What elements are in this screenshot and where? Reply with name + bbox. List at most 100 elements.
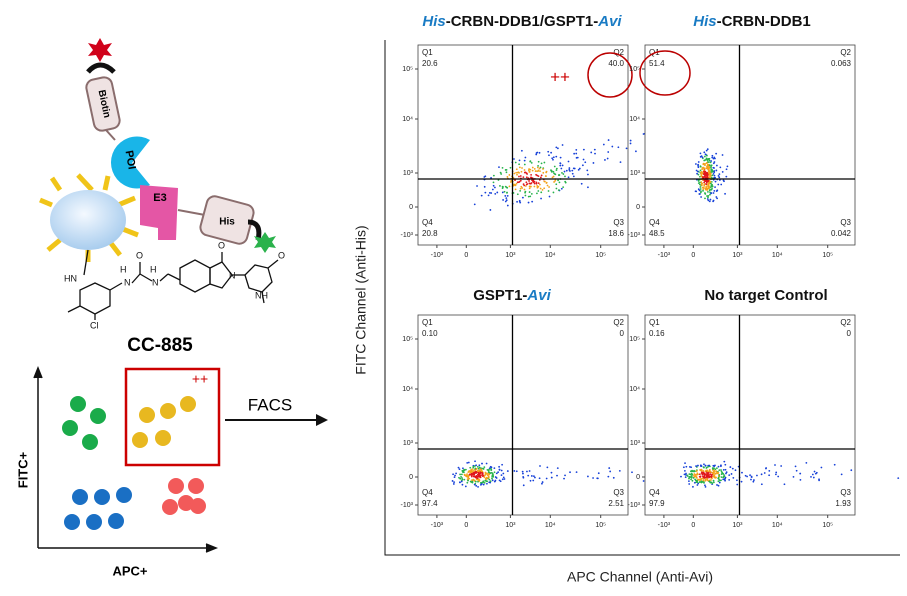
- event-dot: [482, 467, 485, 470]
- event-dot: [466, 461, 469, 464]
- event-dot: [469, 470, 472, 473]
- quadrant-value: 48.5: [649, 229, 665, 238]
- event-dot: [552, 158, 554, 161]
- biotin-box: [85, 76, 121, 132]
- event-dot: [709, 193, 711, 196]
- event-dot: [705, 181, 708, 184]
- event-dot: [506, 191, 508, 194]
- event-dot: [528, 180, 530, 182]
- event-dot: [731, 467, 734, 470]
- plot-title: His-CRBN-DDB1/GSPT1-Avi: [422, 13, 622, 30]
- cell-dots: [62, 396, 206, 530]
- event-dot: [704, 176, 707, 179]
- event-dot: [556, 474, 558, 477]
- event-dot: [696, 172, 698, 175]
- event-dot: [459, 473, 461, 476]
- event-dot: [476, 185, 478, 187]
- x-tick-label: -10³: [658, 252, 671, 259]
- facs-arrowhead: [316, 414, 328, 426]
- y-tick-label: 10⁴: [402, 116, 413, 123]
- event-dot: [516, 200, 518, 203]
- event-dot: [520, 170, 523, 173]
- event-dot: [688, 477, 690, 480]
- event-dot: [713, 174, 716, 177]
- event-dot: [535, 181, 538, 184]
- event-dot: [518, 175, 520, 178]
- event-dot: [485, 462, 488, 465]
- event-dot: [684, 462, 686, 465]
- y-tick-label: 0: [409, 474, 413, 481]
- event-dot: [792, 475, 795, 478]
- event-dot: [479, 472, 482, 474]
- event-dot: [522, 176, 525, 179]
- event-dot: [536, 192, 538, 195]
- event-dot: [606, 157, 609, 160]
- quadrant-name: Q2: [840, 318, 851, 327]
- quadrant-value: 0.10: [422, 329, 438, 338]
- event-dot: [532, 475, 535, 478]
- event-dot: [592, 477, 594, 479]
- event-dot: [474, 480, 477, 483]
- flow-plot: No target Control 10⁵ 10⁴ 10³ 0 -10³ -10³ 0 10³ 1…: [628, 287, 900, 529]
- event-dot: [542, 168, 544, 170]
- event-dot: [575, 471, 578, 474]
- event-dot: [451, 480, 454, 482]
- y-tick-label: -10³: [401, 232, 414, 239]
- event-dot: [516, 173, 518, 176]
- event-dot: [699, 479, 702, 482]
- plot-area: [417, 44, 629, 246]
- y-tick-label: 10⁵: [629, 66, 640, 73]
- event-dot: [703, 159, 706, 162]
- event-dot: [524, 190, 527, 193]
- x-tick-label: 10⁵: [822, 522, 833, 529]
- x-tick-label: 10⁵: [595, 252, 606, 259]
- event-dot: [700, 465, 703, 468]
- event-dot: [541, 482, 543, 485]
- event-dot: [518, 159, 521, 162]
- event-dot: [555, 183, 558, 186]
- event-dot: [461, 483, 464, 486]
- event-dot: [691, 473, 694, 476]
- event-dot: [527, 169, 530, 172]
- event-dot: [702, 176, 704, 178]
- event-dot: [716, 189, 719, 192]
- event-dot: [584, 161, 587, 164]
- event-dot: [494, 479, 497, 482]
- event-dot: [477, 485, 479, 488]
- event-dot: [699, 169, 702, 172]
- poi-shape: [110, 136, 150, 189]
- event-dot: [684, 473, 687, 476]
- event-dot: [750, 478, 752, 481]
- event-dot: [485, 476, 488, 479]
- event-dot: [551, 157, 554, 160]
- event-dot: [476, 476, 478, 479]
- event-dot: [707, 179, 710, 182]
- event-dot: [575, 148, 578, 151]
- molecule-bonds: [67, 249, 279, 320]
- event-dot: [473, 203, 476, 206]
- event-dot: [501, 166, 504, 169]
- poi-label: POI: [123, 150, 138, 171]
- event-dot: [494, 476, 497, 478]
- event-dot: [721, 154, 724, 156]
- event-dot: [692, 485, 694, 488]
- event-dot: [568, 167, 571, 169]
- x-tick-label: 0: [691, 522, 695, 529]
- event-dot: [493, 471, 496, 474]
- y-tick-label: 10³: [403, 440, 414, 447]
- quadrant-name: Q4: [422, 488, 433, 497]
- event-dot: [703, 463, 705, 466]
- event-dot: [704, 197, 706, 200]
- event-dot: [706, 148, 709, 151]
- event-dot: [707, 187, 710, 190]
- event-dot: [478, 469, 481, 472]
- event-dot: [706, 185, 709, 187]
- event-dot: [531, 200, 534, 203]
- event-dot: [556, 467, 559, 470]
- event-dot: [597, 472, 600, 475]
- event-dot: [700, 469, 703, 472]
- event-dot: [765, 467, 768, 469]
- event-dot: [777, 475, 780, 478]
- event-dot: [897, 477, 900, 480]
- event-dot: [697, 478, 699, 481]
